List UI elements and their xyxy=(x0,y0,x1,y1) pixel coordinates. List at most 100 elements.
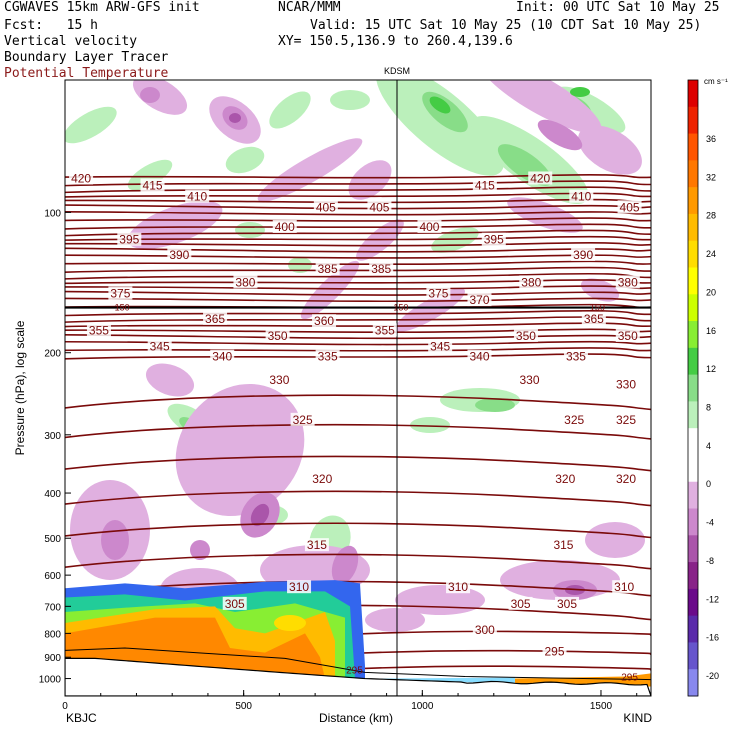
theta-contour-line xyxy=(65,322,651,328)
theta-label-bg xyxy=(108,286,133,300)
theta-label: 310 xyxy=(448,580,468,594)
theta-label: 355 xyxy=(89,323,109,337)
theta-contour-line xyxy=(65,204,651,210)
colorbar: 36 32 28 24 20 16 12 8 4 0 -4 -8 -12 -16 -20 xyxy=(687,79,719,697)
velocity-blob xyxy=(537,119,583,151)
colorbar-swatch xyxy=(688,240,698,268)
theta-contour-line xyxy=(65,260,651,266)
theta-contour-line xyxy=(65,266,651,274)
velocity-blob xyxy=(269,91,311,129)
x-axis-label: Distance (km) xyxy=(319,711,393,725)
theta-label: 390 xyxy=(169,248,189,262)
theta-label: 380 xyxy=(618,275,638,289)
colorbar-label: 8 xyxy=(706,403,711,413)
theta-contour-line xyxy=(65,217,651,222)
theta-label: 400 xyxy=(419,220,439,234)
theta-label: 380 xyxy=(235,275,255,289)
tropopause-label: 150 xyxy=(115,303,130,313)
colorbar-unit: cm s⁻¹ xyxy=(704,77,728,86)
station-label-left: KBJC xyxy=(66,711,97,725)
theta-label: 330 xyxy=(269,373,289,387)
y-tick-label: 700 xyxy=(44,602,61,613)
theta-label-bg xyxy=(551,538,576,552)
theta-label-bg xyxy=(472,622,497,636)
theta-label: 385 xyxy=(318,262,338,276)
theta-contour-line xyxy=(65,316,651,323)
velocity-blob xyxy=(431,227,479,253)
colorbar-swatch xyxy=(688,481,698,510)
plot-frame xyxy=(64,79,652,697)
colorbar-swatch xyxy=(688,347,698,376)
station-label-kdsm: KDSM xyxy=(384,66,410,76)
theta-label-bg xyxy=(185,189,210,203)
colorbar-swatch xyxy=(688,588,698,617)
theta-label-bg xyxy=(86,323,111,337)
boundary-layer-top xyxy=(65,647,651,681)
theta-label-bg xyxy=(372,323,397,337)
theta-label: 305 xyxy=(225,597,245,611)
theta-label-bg xyxy=(467,293,492,307)
colorbar-swatch xyxy=(688,669,698,697)
colorbar-swatch xyxy=(688,133,698,161)
colorbar-frame xyxy=(687,79,699,697)
theta-label-bg xyxy=(555,596,580,610)
theta-contour-line xyxy=(65,279,651,285)
theta-label: 340 xyxy=(212,350,232,364)
theta-label-bg xyxy=(553,471,578,485)
header-init: Init: 00 UTC Sat 10 May 25 xyxy=(516,0,720,15)
colorbar-label: 0 xyxy=(706,479,711,489)
theta-label: 415 xyxy=(475,179,495,193)
theta-label-bg xyxy=(426,286,451,300)
colorbar-label: 28 xyxy=(706,211,716,221)
colorbar-swatch xyxy=(688,428,698,456)
theta-label-bg xyxy=(310,471,335,485)
theta-label: 370 xyxy=(469,293,489,307)
colorbar-label: -8 xyxy=(706,556,714,566)
header-xy: XY= 150.5,136.9 to 260.4,139.6 xyxy=(278,34,513,49)
velocity-blob xyxy=(348,160,392,200)
theta-label: 410 xyxy=(187,190,207,204)
colorbar-swatch xyxy=(688,401,698,429)
colorbar-swatch xyxy=(688,535,698,563)
theta-label-bg xyxy=(222,596,247,610)
theta-contour-line xyxy=(65,223,651,230)
theta-label: 365 xyxy=(205,312,225,326)
theta-label: 310 xyxy=(614,580,634,594)
theta-label: 325 xyxy=(616,413,636,427)
theta-contour-line xyxy=(65,290,651,296)
theta-contour-line xyxy=(324,630,651,637)
theta-label-bg xyxy=(265,328,290,342)
header-field-vertical-velocity: Vertical velocity xyxy=(4,34,138,49)
theta-label-bg xyxy=(147,339,172,353)
theta-label-bg xyxy=(613,471,638,485)
theta-contour-line xyxy=(65,242,651,247)
theta-label: 335 xyxy=(566,350,586,364)
header-title-left: CGWAVES 15km ARW-GFS init xyxy=(4,0,200,15)
colorbar-swatch xyxy=(688,508,698,536)
theta-label: 385 xyxy=(371,262,391,276)
x-tick-label: 1500 xyxy=(590,701,613,712)
velocity-blob xyxy=(475,398,515,412)
colorbar-swatch xyxy=(688,294,698,322)
theta-label-bg xyxy=(290,412,315,426)
velocity-blob xyxy=(190,540,210,560)
colorbar-swatch xyxy=(688,106,698,135)
y-tick-label: 800 xyxy=(44,629,61,640)
theta-label-bg xyxy=(272,219,297,233)
tropopause-label: 150 xyxy=(590,303,605,313)
theta-label: 395 xyxy=(119,233,139,247)
theta-label-bg xyxy=(528,171,553,185)
theta-contour-line xyxy=(65,328,651,333)
theta-label-bg xyxy=(417,219,442,233)
theta-label-bg xyxy=(315,349,340,363)
theta-label: 390 xyxy=(573,248,593,262)
surface-theta-label: 295 xyxy=(621,673,638,684)
theta-label: 325 xyxy=(564,413,584,427)
velocity-blob xyxy=(257,138,363,202)
theta-contour-line xyxy=(65,272,651,280)
theta-label: 415 xyxy=(143,179,163,193)
theta-label-bg xyxy=(615,328,640,342)
colorbar-label: 16 xyxy=(706,326,716,336)
theta-contour-line xyxy=(65,553,651,570)
theta-label-bg xyxy=(312,314,337,328)
